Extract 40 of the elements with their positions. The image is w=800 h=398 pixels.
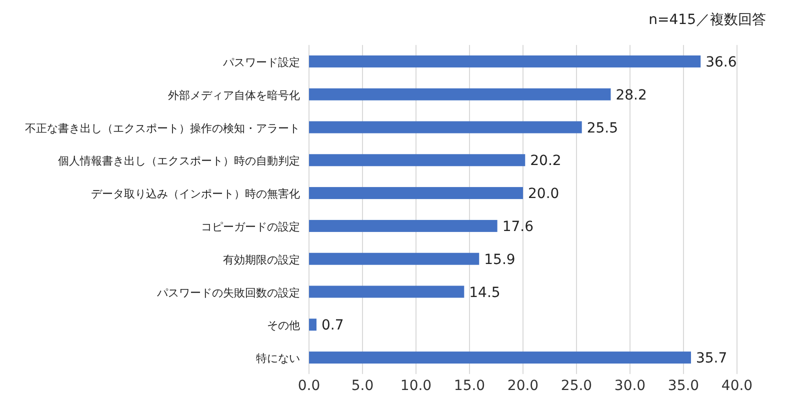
y-tick-label: 有効期限の設定 bbox=[223, 253, 300, 266]
y-tick-label: パスワード設定 bbox=[222, 56, 300, 69]
x-tick-label: 35.0 bbox=[668, 378, 700, 394]
bar bbox=[309, 187, 523, 200]
y-tick-label: データ取り込み（インポート）時の無害化 bbox=[91, 188, 300, 201]
x-tick-label: 30.0 bbox=[614, 378, 646, 394]
data-label: 15.9 bbox=[484, 252, 516, 268]
bar bbox=[309, 352, 691, 364]
x-tick-label: 15.0 bbox=[454, 378, 486, 394]
data-label: 36.6 bbox=[706, 54, 737, 70]
y-tick-label: 個人情報書き出し（エクスポート）時の自動判定 bbox=[58, 154, 300, 168]
y-tick-label: その他 bbox=[267, 319, 300, 332]
bar bbox=[309, 88, 611, 100]
bar bbox=[309, 318, 316, 331]
data-label: 20.0 bbox=[528, 186, 560, 202]
y-tick-label: コピーガードの設定 bbox=[201, 220, 300, 234]
data-label: 28.2 bbox=[616, 87, 647, 104]
x-tick-label: 20.0 bbox=[507, 378, 539, 394]
bar bbox=[309, 220, 498, 232]
bar bbox=[309, 252, 480, 265]
x-tick-label: 25.0 bbox=[560, 378, 592, 394]
bar bbox=[309, 121, 582, 134]
text: n=415／複数回答 bbox=[648, 12, 766, 28]
x-tick-label: 0.0 bbox=[298, 378, 320, 394]
y-tick-label: パスワードの失敗回数の設定 bbox=[156, 286, 300, 300]
data-label: 25.5 bbox=[586, 120, 618, 136]
y-tick-label: 外部メディア自体を暗号化 bbox=[168, 88, 300, 102]
x-tick-label: 40.0 bbox=[721, 378, 753, 394]
data-label: 0.7 bbox=[321, 318, 344, 334]
y-tick-label: 不正な書き出し（エクスポート）操作の検知・アラート bbox=[25, 122, 300, 135]
bar bbox=[309, 55, 701, 68]
data-label: 20.2 bbox=[530, 153, 562, 170]
bar bbox=[309, 286, 464, 298]
y-tick-label: 特にない bbox=[256, 352, 300, 366]
x-tick-label: 10.0 bbox=[400, 378, 432, 394]
x-tick-label: 5.0 bbox=[351, 378, 374, 394]
data-label: 35.7 bbox=[696, 350, 728, 367]
data-label: 14.5 bbox=[469, 284, 500, 301]
data-label: 17.6 bbox=[502, 218, 534, 235]
bar bbox=[309, 154, 526, 166]
